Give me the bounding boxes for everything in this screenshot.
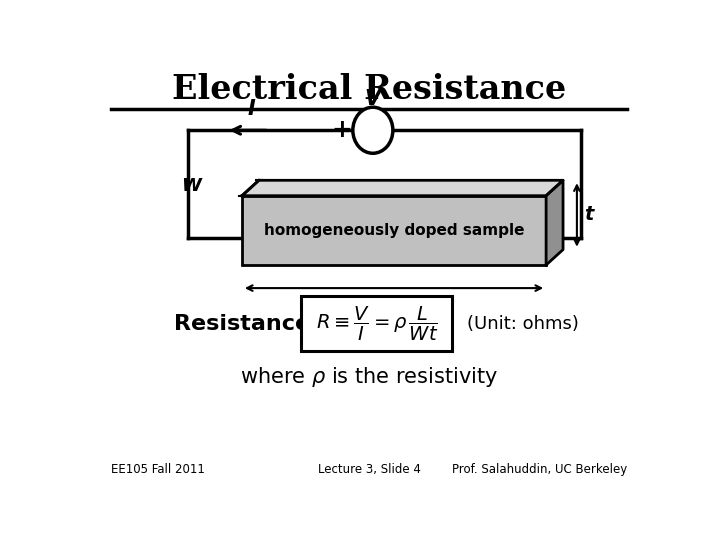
Text: I: I (247, 99, 255, 119)
Text: homogeneously doped sample: homogeneously doped sample (264, 223, 524, 238)
Text: where $\rho$ is the resistivity: where $\rho$ is the resistivity (240, 364, 498, 389)
Text: Resistance: Resistance (174, 314, 310, 334)
Text: Lecture 3, Slide 4: Lecture 3, Slide 4 (318, 463, 420, 476)
Text: t: t (585, 205, 594, 225)
Text: $R \equiv \dfrac{V}{I} = \rho\,\dfrac{L}{Wt}$: $R \equiv \dfrac{V}{I} = \rho\,\dfrac{L}… (315, 305, 438, 342)
Text: W: W (181, 178, 201, 195)
Text: EE105 Fall 2011: EE105 Fall 2011 (111, 463, 205, 476)
Text: Electrical Resistance: Electrical Resistance (172, 73, 566, 106)
Text: +: + (332, 118, 353, 142)
Bar (301, 296, 452, 351)
Text: −: − (393, 118, 414, 142)
Polygon shape (242, 180, 563, 195)
Bar (242, 195, 546, 265)
Polygon shape (546, 180, 563, 265)
Text: L: L (387, 298, 401, 318)
Ellipse shape (353, 107, 393, 153)
Text: Prof. Salahuddin, UC Berkeley: Prof. Salahuddin, UC Berkeley (451, 463, 627, 476)
Text: (Unit: ohms): (Unit: ohms) (467, 314, 579, 333)
Text: V: V (365, 89, 381, 109)
